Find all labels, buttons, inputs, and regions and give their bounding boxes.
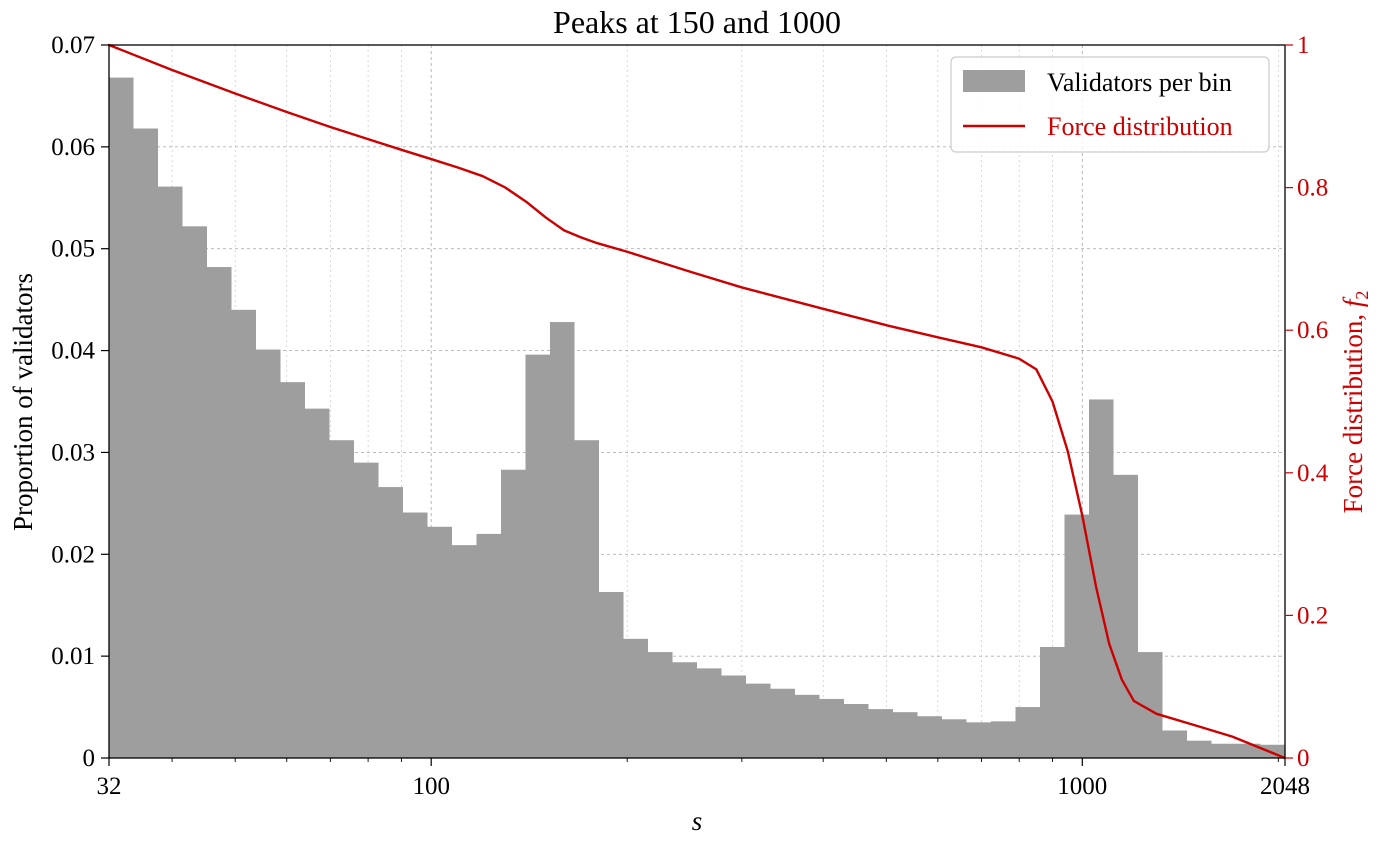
histogram-bar: [525, 354, 550, 758]
chart-title: Peaks at 150 and 1000: [553, 4, 841, 40]
histogram-bar: [280, 382, 305, 758]
histogram-bar: [844, 704, 869, 758]
y2-tick-label: 0.4: [1297, 460, 1329, 487]
histogram-bar: [599, 591, 624, 758]
histogram-bar: [991, 721, 1016, 758]
plot-frame: [108, 44, 1286, 759]
histogram-bar: [1113, 474, 1138, 758]
histogram-bar: [501, 469, 526, 758]
x-tick-label: 2048: [1260, 773, 1310, 800]
histogram-bar: [207, 267, 232, 758]
histogram-bar: [1015, 707, 1040, 758]
histogram-bar: [746, 683, 771, 758]
y-tick-label: 0.06: [51, 134, 95, 161]
histogram-bar: [158, 186, 183, 758]
histogram-bar: [574, 440, 599, 758]
histogram-bar: [378, 487, 403, 758]
x-tick-label: 1000: [1057, 773, 1107, 800]
x-axis: 32 100 1000 2048: [97, 758, 1310, 800]
histogram-bar: [1187, 740, 1212, 758]
histogram-bar: [427, 526, 452, 758]
histogram-bar: [966, 722, 991, 758]
y2-axis-label-sub: 2: [1352, 291, 1372, 300]
histogram-bar: [672, 662, 697, 758]
bars: [109, 77, 1285, 759]
histogram-bar: [942, 719, 967, 758]
legend-swatch-bars: [963, 70, 1025, 92]
histogram-bar: [403, 512, 428, 758]
histogram-bar: [354, 462, 379, 758]
histogram-bar: [770, 688, 795, 758]
histogram-bar: [1236, 743, 1261, 758]
histogram-bar: [893, 712, 918, 758]
legend: Validators per bin Force distribution: [950, 56, 1270, 153]
force-distribution-line: [107, 43, 1287, 760]
y2-tick-label: 0.6: [1297, 317, 1328, 344]
y2-axis-label-main: Force distribution,: [1338, 307, 1368, 513]
y2-tick-label: 0: [1297, 745, 1310, 772]
histogram-bar: [868, 709, 893, 758]
y-tick-label: 0.01: [51, 643, 95, 670]
y2-axis-label: Force distribution, f2: [1338, 291, 1372, 514]
histogram-bar: [476, 533, 501, 758]
histogram-bar: [1089, 399, 1114, 758]
x-tick-label: 32: [97, 773, 122, 800]
legend-label-line: Force distribution: [1047, 112, 1233, 141]
y-tick-label: 0.03: [51, 439, 95, 466]
histogram-bar: [819, 698, 844, 758]
y-tick-label: 0.07: [51, 32, 95, 59]
legend-box: [950, 56, 1270, 153]
y-tick-label: 0.04: [51, 338, 95, 365]
x-axis-label: s: [692, 806, 703, 836]
histogram-bar: [452, 545, 477, 758]
histogram-bar: [1162, 730, 1187, 758]
legend-label-bars: Validators per bin: [1047, 68, 1232, 97]
y2-axis-label-math: f: [1338, 296, 1368, 307]
histogram-bar: [133, 128, 158, 759]
histogram-bar: [1211, 743, 1236, 758]
histogram-bar: [1064, 514, 1089, 758]
histogram-bar: [795, 694, 820, 758]
histogram-bar: [721, 675, 746, 758]
histogram-bar: [697, 668, 722, 758]
y-tick-label: 0.02: [51, 541, 95, 568]
x-tick-label: 100: [412, 773, 450, 800]
force-line: [107, 43, 1287, 760]
histogram-bar: [109, 77, 134, 758]
y2-tick-label: 0.8: [1297, 175, 1328, 202]
histogram-bar: [917, 716, 942, 758]
histogram-bar: [329, 440, 354, 758]
y-axis-label: Proportion of validators: [8, 273, 38, 531]
y2-tick-label: 0.2: [1297, 602, 1328, 629]
y-tick-label: 0.05: [51, 236, 95, 263]
histogram-bar: [182, 226, 207, 758]
y-axis-left: 0 0.01 0.02 0.03 0.04 0.05 0.06 0.07: [51, 32, 109, 772]
histogram-bar: [305, 408, 330, 758]
histogram-bar: [231, 309, 256, 758]
y2-tick-label: 1: [1297, 32, 1310, 59]
histogram-bar: [648, 652, 673, 758]
histogram-bar: [623, 638, 648, 758]
histogram-bar: [550, 322, 575, 758]
histogram-bar: [1040, 646, 1065, 758]
histogram-bar: [256, 349, 281, 758]
y-axis-right: 0 0.2 0.4 0.6 0.8 1: [1285, 32, 1329, 772]
y-tick-label: 0: [83, 745, 96, 772]
